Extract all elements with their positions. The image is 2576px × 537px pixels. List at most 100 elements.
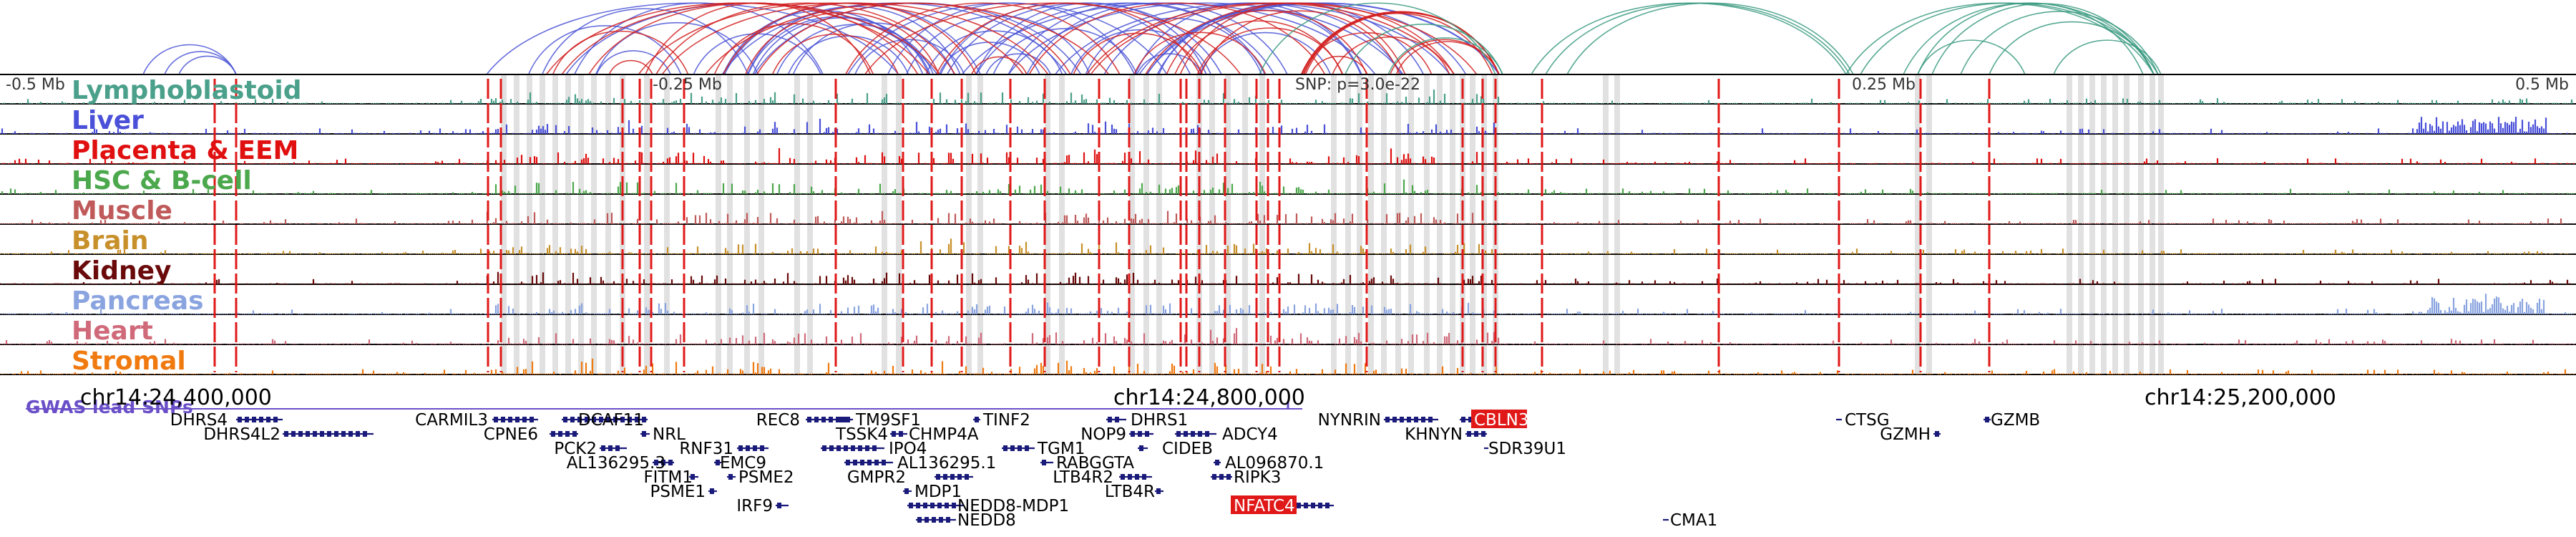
chromatin-loop <box>906 15 1091 75</box>
gene-label: DHRS1 <box>1131 411 1188 430</box>
gene-chmp4a[interactable]: CHMP4A <box>890 425 979 444</box>
gene-nynrin[interactable]: NYNRIN <box>1318 411 1438 430</box>
gene-exon <box>777 503 781 508</box>
gene-exon <box>836 445 841 451</box>
gene-label: AL096870.1 <box>1225 454 1324 473</box>
signal-4 <box>0 211 2575 224</box>
chromatin-loop <box>1300 13 1493 75</box>
chromatin-loop <box>1566 2 1854 75</box>
gene-exon <box>570 417 575 422</box>
chromatin-loop <box>541 8 749 75</box>
gene-cideb[interactable]: CIDEB <box>1138 440 1213 458</box>
signal-3 <box>0 179 2575 194</box>
gene-ltb4r2[interactable]: LTB4R2 <box>1053 468 1152 487</box>
gene-dcaf11[interactable]: DCAF11 <box>562 411 648 430</box>
gene-cpne6[interactable]: CPNE6 <box>484 425 578 444</box>
gene-exon <box>245 417 249 422</box>
gene-exon <box>273 417 278 422</box>
gene-label: GZMH <box>1880 425 1931 444</box>
gene-dhrs4l2[interactable]: DHRS4L2 <box>203 425 374 444</box>
gene-rnf31[interactable]: RNF31 <box>679 440 769 458</box>
gene-exon <box>930 503 935 508</box>
gene-emc9[interactable]: EMC9 <box>714 454 766 473</box>
gene-exon <box>551 431 555 437</box>
gene-psme1[interactable]: PSME1 <box>650 483 717 501</box>
gene-sdr39u1[interactable]: SDR39U1 <box>1484 440 1566 458</box>
gene-gzmb[interactable]: GZMB <box>1984 411 2040 430</box>
chromatin-loop <box>164 51 237 75</box>
gene-psme2[interactable]: PSME2 <box>727 468 794 487</box>
gene-al096870.1[interactable]: AL096870.1 <box>1214 454 1324 473</box>
gene-exon <box>327 431 331 437</box>
chromatin-loop <box>1389 39 1500 75</box>
gene-mdp1[interactable]: MDP1 <box>903 483 962 501</box>
scale-bar: -0.5 Mb -0.25 Mb 0.25 Mb 0.5 Mb SNP: p=3… <box>6 76 2569 94</box>
gene-label: AL136295.3 <box>567 454 665 473</box>
gene-carmil3[interactable]: CARMIL3 <box>415 411 538 430</box>
gene-rabggta[interactable]: RABGGTA <box>1040 454 1134 473</box>
chromatin-loop <box>1989 21 2155 75</box>
gene-ctsg[interactable]: CTSG <box>1836 411 1890 430</box>
gene-adcy4[interactable]: ADCY4 <box>1175 425 1278 444</box>
chromatin-loop <box>925 30 1063 75</box>
scale-label-plus-quarter: 0.25 Mb <box>1852 76 1916 94</box>
gene-nrl[interactable]: NRL <box>640 425 686 444</box>
gene-exon <box>1135 474 1139 480</box>
gene-dhrs1[interactable]: DHRS1 <box>1106 411 1188 430</box>
gene-exon <box>348 431 353 437</box>
gene-ripk3[interactable]: RIPK3 <box>1211 468 1281 487</box>
gene-exon <box>1003 445 1008 451</box>
gene-exon <box>846 460 850 465</box>
gene-exon <box>937 503 942 508</box>
gene-exon <box>1108 417 1112 422</box>
gene-exon <box>945 503 949 508</box>
gene-tm9sf1[interactable]: TM9SF1 <box>837 411 921 430</box>
gene-exon <box>563 417 567 422</box>
gene-exon <box>508 417 512 422</box>
gene-nop9[interactable]: NOP9 <box>1080 425 1153 444</box>
gene-tinf2[interactable]: TINF2 <box>973 411 1030 430</box>
gene-label: NYNRIN <box>1318 411 1381 430</box>
gene-nfatc4[interactable]: NFATC4 <box>1231 495 1334 516</box>
gene-tssk4[interactable]: TSSK4 <box>835 425 897 444</box>
gene-al136295.1[interactable]: AL136295.1 <box>844 454 996 473</box>
gene-ltb4r[interactable]: LTB4R <box>1105 483 1163 501</box>
gene-exon <box>1025 445 1029 451</box>
gene-exon <box>936 474 940 480</box>
gene-label: EMC9 <box>720 454 766 473</box>
gene-exon <box>606 417 610 422</box>
track-label: Heart <box>72 316 153 346</box>
snp-marker-lines <box>213 79 1991 372</box>
gene-al136295.3[interactable]: AL136295.3 <box>567 454 674 473</box>
gene-label: RIPK3 <box>1234 468 1281 487</box>
gene-cbln3[interactable]: CBLN3 <box>1460 410 1529 430</box>
chromatin-loop <box>756 2 1071 75</box>
gene-pck2[interactable]: PCK2 <box>554 440 627 458</box>
gene-label: NEDD8 <box>957 511 1016 530</box>
gene-exon <box>1414 417 1418 422</box>
signal-8 <box>0 328 2575 344</box>
chromatin-loop <box>608 59 653 75</box>
signal-1 <box>0 117 2573 134</box>
gene-exon <box>1139 445 1143 451</box>
gene-exon <box>298 431 303 437</box>
gene-exon <box>1304 503 1308 508</box>
gene-gzmh[interactable]: GZMH <box>1880 425 1941 444</box>
gene-nedd8-mdp1[interactable]: NEDD8-MDP1 <box>907 497 1069 516</box>
gene-exon <box>716 460 720 465</box>
chromatin-loop <box>1145 2 1455 75</box>
gene-ipo4[interactable]: IPO4 <box>821 440 927 458</box>
gene-nedd8[interactable]: NEDD8 <box>916 511 1016 530</box>
gene-gmpr2[interactable]: GMPR2 <box>847 468 973 487</box>
gene-irf9[interactable]: IRF9 <box>736 497 789 516</box>
gene-tgm1[interactable]: TGM1 <box>1002 440 1085 458</box>
gene-exon <box>753 445 757 451</box>
gene-exon <box>668 460 673 465</box>
gene-fitm1[interactable]: FITM1 <box>643 468 698 487</box>
gene-label: PSME2 <box>738 468 794 487</box>
track-label: Stromal <box>72 347 186 376</box>
gene-khnyn[interactable]: KHNYN <box>1405 425 1487 444</box>
gene-cma1[interactable]: CMA1 <box>1663 511 1717 530</box>
gene-dhrs4[interactable]: DHRS4 <box>170 411 283 430</box>
chromatin-loop <box>1917 39 2026 75</box>
